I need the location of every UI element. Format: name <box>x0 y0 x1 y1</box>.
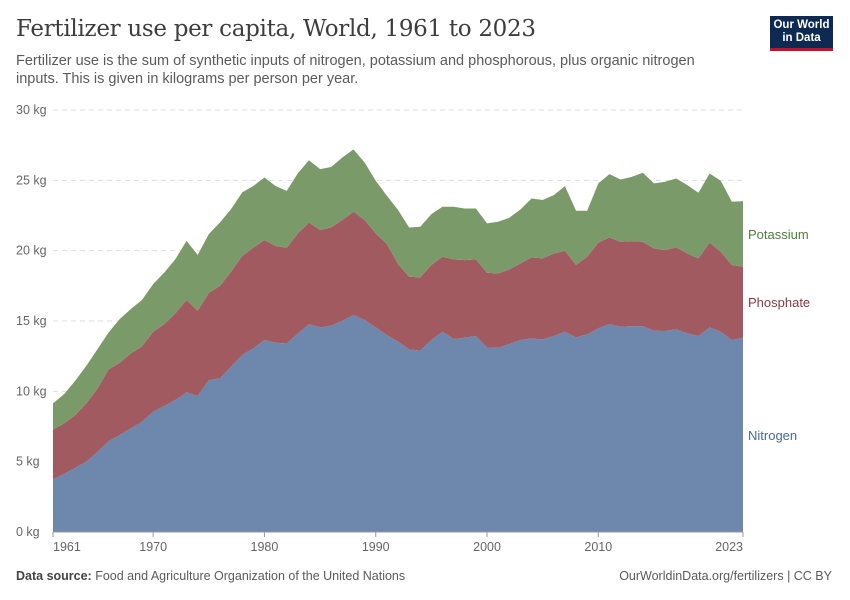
area-potassium <box>53 149 743 430</box>
y-tick-label: 20 kg <box>16 244 47 258</box>
series-label-nitrogen: Nitrogen <box>748 428 797 443</box>
chart-title: Fertilizer use per capita, World, 1961 t… <box>16 16 536 42</box>
x-tick-label: 1980 <box>251 540 279 554</box>
chart-subtitle: Fertilizer use is the sum of synthetic i… <box>16 53 695 87</box>
series-label-phosphate: Phosphate <box>748 295 810 310</box>
y-tick-label: 0 kg <box>16 525 40 539</box>
data-source-text: Food and Agriculture Organization of the… <box>95 569 406 583</box>
x-tick-label: 1970 <box>139 540 167 554</box>
x-tick-label: 2010 <box>584 540 612 554</box>
x-tick-label: 1990 <box>362 540 390 554</box>
series-label-potassium: Potassium <box>748 227 809 242</box>
x-tick-label: 2000 <box>473 540 501 554</box>
source-link[interactable]: OurWorldinData.org/fertilizers | CC BY <box>619 569 832 583</box>
x-tick-label: 2023 <box>715 540 743 554</box>
area-nitrogen <box>53 315 743 532</box>
owid-logo[interactable]: Our World in Data <box>770 16 833 51</box>
area-phosphate <box>53 211 743 480</box>
y-tick-label: 5 kg <box>16 455 40 469</box>
y-tick-label: 15 kg <box>16 314 47 328</box>
data-source: Data source: Food and Agriculture Organi… <box>16 569 405 583</box>
y-tick-label: 30 kg <box>16 103 47 117</box>
data-source-label: Data source: <box>16 569 92 583</box>
y-tick-label: 25 kg <box>16 173 47 187</box>
x-tick-label: 1961 <box>53 540 81 554</box>
y-tick-label: 10 kg <box>16 384 47 398</box>
